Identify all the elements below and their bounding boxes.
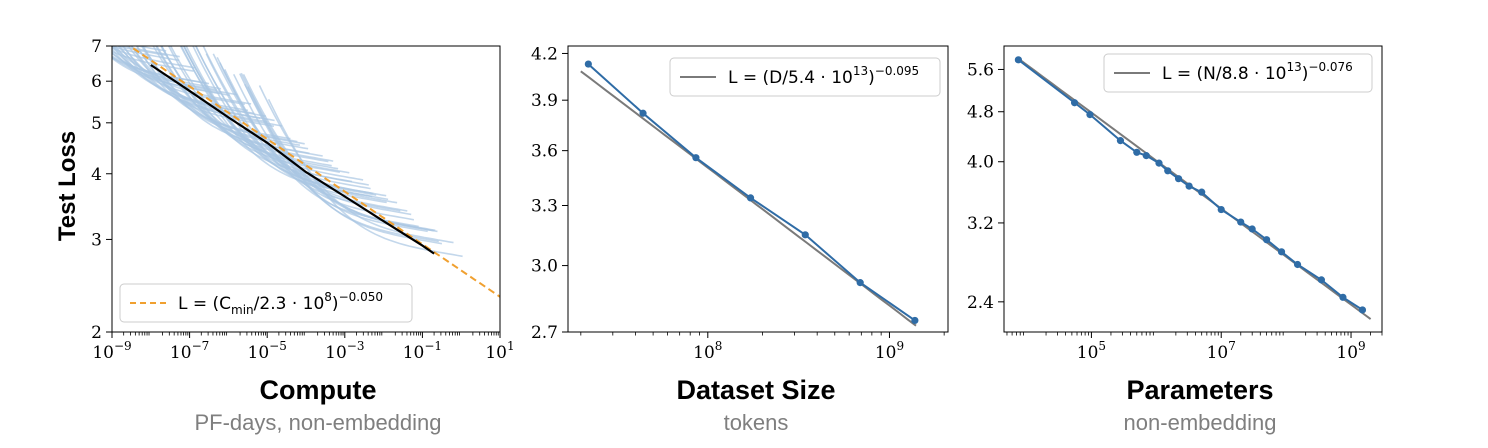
y-tick-label: 3.0 [531, 257, 558, 277]
data-point [1277, 248, 1286, 256]
y-tick-label: 2.7 [531, 323, 558, 343]
data-point [1293, 260, 1302, 269]
x-tick-label: 108 [693, 339, 722, 363]
data-point [1014, 56, 1022, 64]
x-tick-label: 10−9 [92, 339, 131, 363]
data-point [692, 154, 700, 162]
legend: L = (Cmin/2.3 · 108)−0.050 [119, 283, 413, 323]
y-tick-label: 4.2 [531, 44, 558, 64]
y-tick-label: 5.6 [967, 60, 994, 80]
plot-area [1014, 56, 1372, 320]
y-tick-label: 3 [91, 230, 102, 250]
parameters-subtitle: non-embedding [1124, 410, 1277, 435]
x-tick-label: 109 [1336, 339, 1365, 363]
y-tick-label: 2 [91, 323, 102, 343]
legend-box [1103, 53, 1373, 93]
y-tick-label: 3.3 [531, 196, 558, 216]
y-tick-label: 4.8 [967, 103, 994, 123]
y-tick-label: 7 [91, 37, 102, 57]
compute-panel: 10−9 10−7 10−5 10−3 10−1 101 2 3 4 5 6 7 L = (Cmin/2… [91, 37, 514, 363]
legend: L = (N/8.8 · 1013)−0.076 [1103, 53, 1373, 93]
legend-label: L = (Cmin/2.3 · 108)−0.050 [178, 290, 383, 317]
learning-curve [112, 46, 238, 96]
learning-curve [112, 56, 207, 84]
data-point [1248, 225, 1256, 233]
learning-curve [112, 52, 221, 90]
compute-title: Compute [260, 375, 377, 405]
data-point [1070, 99, 1079, 107]
data-point [1217, 205, 1225, 214]
data-point [911, 316, 919, 325]
data-point [584, 60, 592, 68]
axes-frame [567, 45, 949, 333]
learning-curve [232, 73, 428, 233]
data-point [1237, 218, 1245, 226]
learning-curve [121, 46, 180, 58]
data-point [1133, 148, 1141, 156]
y-tick-label: 5 [91, 114, 102, 134]
data-point [639, 109, 647, 117]
data-point [801, 231, 809, 239]
learning-curve [112, 50, 194, 72]
data-point [1339, 293, 1347, 301]
data-point [1198, 188, 1206, 196]
compute-subtitle: PF-days, non-embedding [194, 410, 441, 435]
compute-efficient-frontier [150, 64, 435, 255]
plot-area [580, 60, 919, 327]
data-point [1185, 182, 1193, 190]
y-tick-label: 6 [91, 72, 102, 92]
data-point [746, 194, 755, 202]
data-point [1164, 167, 1172, 175]
learning-curve [152, 46, 323, 157]
plot-area [112, 46, 500, 298]
data-point [1155, 159, 1163, 167]
learning-curve [136, 46, 301, 146]
fit-line [128, 46, 500, 298]
y-tick-label: 3.9 [531, 91, 558, 111]
learning-curve [130, 46, 283, 127]
y-tick-label: 3.6 [531, 142, 558, 162]
y-axis-label: Test Loss [54, 131, 81, 241]
axes-frame [111, 45, 501, 333]
data-point [1116, 137, 1125, 145]
learning-curve [258, 85, 454, 244]
x-tick-label: 105 [1077, 339, 1106, 363]
data-point [1174, 175, 1183, 183]
x-tick-label: 109 [875, 339, 904, 363]
y-tick-label: 4 [91, 165, 102, 185]
legend-label: L = (N/8.8 · 1013)−0.076 [1162, 60, 1353, 84]
dataset-size-subtitle: tokens [724, 410, 789, 435]
data-point [1142, 152, 1150, 160]
x-tick-label: 10−7 [170, 339, 209, 363]
legend-label: L = (D/5.4 · 1013)−0.095 [728, 64, 919, 88]
x-tick-label: 107 [1207, 339, 1236, 363]
legend-box [669, 57, 941, 97]
x-tick-label: 10−5 [248, 339, 287, 363]
dataset-size-panel: 108 109 2.7 3.0 3.3 3.6 3.9 4.2 L = (D/5.4 · 101… [531, 44, 949, 363]
legend: L = (D/5.4 · 1013)−0.095 [669, 57, 941, 97]
y-tick-label: 3.2 [967, 214, 994, 234]
x-tick-label: 10−1 [403, 339, 442, 363]
x-tick-label: 101 [485, 339, 514, 363]
legend-box [119, 283, 413, 323]
parameters-panel: 105 107 109 2.4 3.2 4.0 4.8 5.6 L = (N/8.8 · 101… [967, 45, 1383, 363]
data-line [587, 63, 916, 322]
y-tick-label: 2.4 [967, 293, 994, 313]
data-point [1262, 236, 1271, 244]
y-tick-label: 4.0 [967, 153, 994, 173]
data-point [856, 279, 864, 287]
data-point [1086, 111, 1094, 119]
x-tick-label: 10−3 [325, 339, 364, 363]
learning-curve [133, 46, 167, 52]
dataset-size-title: Dataset Size [676, 375, 835, 405]
parameters-title: Parameters [1126, 375, 1273, 405]
data-point [1317, 276, 1326, 284]
axes-frame [1003, 45, 1383, 333]
data-point [1358, 306, 1367, 314]
